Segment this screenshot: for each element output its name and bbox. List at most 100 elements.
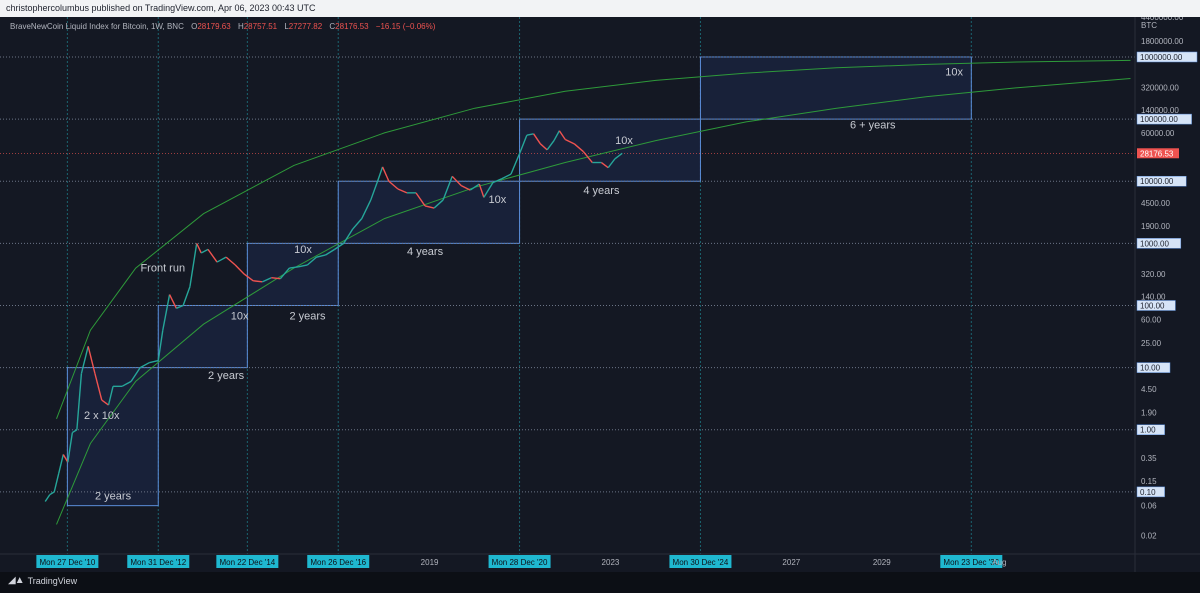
annotations: 2 years 2 x 10x 2 years Front run 10x 2 years… [84, 67, 963, 503]
price-tick-label: 60.00 [1141, 315, 1162, 324]
price-segment [157, 330, 164, 361]
annotation-label: 10x [294, 244, 312, 256]
price-segment [424, 205, 435, 209]
tradingview-brand[interactable]: ◢▲ TradingView [8, 575, 77, 586]
horizontal-levels [0, 56, 1135, 493]
price-tick-label: 0.15 [1141, 477, 1157, 486]
price-segment [101, 399, 109, 406]
low-label: L [284, 22, 289, 31]
range-box [699, 56, 972, 120]
price-segment [307, 256, 317, 266]
date-marker-bg [488, 555, 551, 568]
price-segment [53, 473, 60, 493]
open-label: O [191, 22, 198, 31]
price-segment [388, 180, 399, 190]
price-segment [196, 243, 202, 254]
date-marker-label: Mon 30 Dec '24 [673, 558, 729, 567]
time-tick-label: Aug [992, 558, 1006, 567]
level-label: 10.00 [1140, 364, 1161, 373]
price-segment [200, 248, 209, 254]
date-marker-label: Mon 23 Dec '30 [943, 558, 999, 567]
date-marker-label: Mon 26 Dec '16 [310, 558, 366, 567]
range-box [519, 118, 701, 182]
time-axis: Mon 27 Dec '10 Mon 31 Dec '12 Mon 22 Dec '… [0, 553, 1200, 568]
level-label-bg [1136, 300, 1176, 311]
price-segment [149, 359, 159, 364]
price-segment [546, 140, 555, 151]
level-label: 1.00 [1140, 426, 1156, 435]
price-tick-label: 320.00 [1141, 270, 1166, 279]
level-label-bg [1136, 362, 1171, 373]
trend-curve [56, 59, 1131, 419]
price-tick-label: 25.00 [1141, 339, 1162, 348]
price-segment [182, 286, 191, 306]
range-box [66, 367, 159, 507]
time-tick-label: 2023 [602, 558, 620, 567]
price-segment [261, 277, 272, 283]
range-box [157, 304, 248, 369]
tradingview-logo-icon: ◢▲ [8, 575, 25, 586]
price-segment [121, 380, 132, 387]
annotation-label: 4 years [583, 185, 620, 197]
price-segment [564, 138, 575, 145]
published-header: christophercolumbus published on Trading… [0, 0, 1200, 17]
date-marker-bg [127, 555, 190, 568]
price-tick-label: 320000.00 [1141, 84, 1179, 93]
price-segment [415, 192, 426, 207]
price-segment [492, 178, 503, 184]
date-marker-label: Mon 31 Dec '12 [130, 558, 186, 567]
annotation-label: 2 years [95, 491, 132, 503]
price-segment [80, 346, 89, 374]
price-segment [87, 346, 96, 374]
level-label-bg [1136, 486, 1165, 498]
price-segment [460, 184, 471, 191]
trend-curves [56, 59, 1131, 525]
level-label-bg [1136, 113, 1192, 125]
chart-area[interactable]: 2 years 2 x 10x 2 years Front run 10x 2 years… [0, 13, 1200, 572]
price-segment [216, 256, 227, 263]
level-label-bg [1136, 424, 1165, 435]
price-segment [189, 243, 198, 287]
price-segment [510, 152, 521, 175]
annotation-label: 10x [489, 194, 507, 206]
price-chart[interactable]: 2 years 2 x 10x 2 years Front run 10x 2 years… [0, 13, 1200, 572]
price-series [44, 130, 623, 502]
date-marker-bg [36, 555, 99, 568]
price-segment [58, 454, 64, 474]
price-segment [44, 494, 51, 502]
price-tick-label: 1900.00 [1141, 222, 1170, 231]
price-segment [433, 199, 444, 209]
price-segment [582, 151, 593, 163]
level-label-bg [1136, 238, 1182, 249]
price-segment [253, 280, 263, 283]
time-tick-label: 2029 [873, 558, 891, 567]
price-tick-label: 4500.00 [1141, 199, 1170, 208]
price-tick-label: 60000.00 [1141, 129, 1175, 138]
price-segment [501, 173, 512, 180]
price-segment [234, 264, 245, 275]
price-segment [139, 362, 150, 369]
price-segment [469, 183, 480, 191]
price-tick-label: 140000.00 [1141, 106, 1179, 115]
price-tick-label: 4.50 [1141, 385, 1157, 394]
price-segment [519, 134, 528, 153]
price-segment [271, 277, 281, 280]
price-segment [67, 432, 74, 463]
price-segment [298, 264, 308, 268]
annotation-label: 4 years [407, 246, 444, 258]
price-segment [533, 133, 541, 145]
annotation-label: 2 years [289, 310, 326, 322]
price-segment [176, 304, 184, 309]
price-segment [451, 175, 462, 187]
price-segment [343, 228, 354, 244]
price-segment [289, 266, 299, 269]
date-marker-bg [216, 555, 279, 568]
price-segment [334, 242, 345, 250]
price-segment [478, 183, 485, 198]
price-segment [381, 166, 390, 182]
last-price-label: 28176.53 [1140, 149, 1174, 158]
price-tick-label: 0.06 [1141, 502, 1157, 511]
price-segment [49, 491, 55, 496]
price-segment [442, 176, 453, 201]
price-segment [573, 143, 584, 153]
